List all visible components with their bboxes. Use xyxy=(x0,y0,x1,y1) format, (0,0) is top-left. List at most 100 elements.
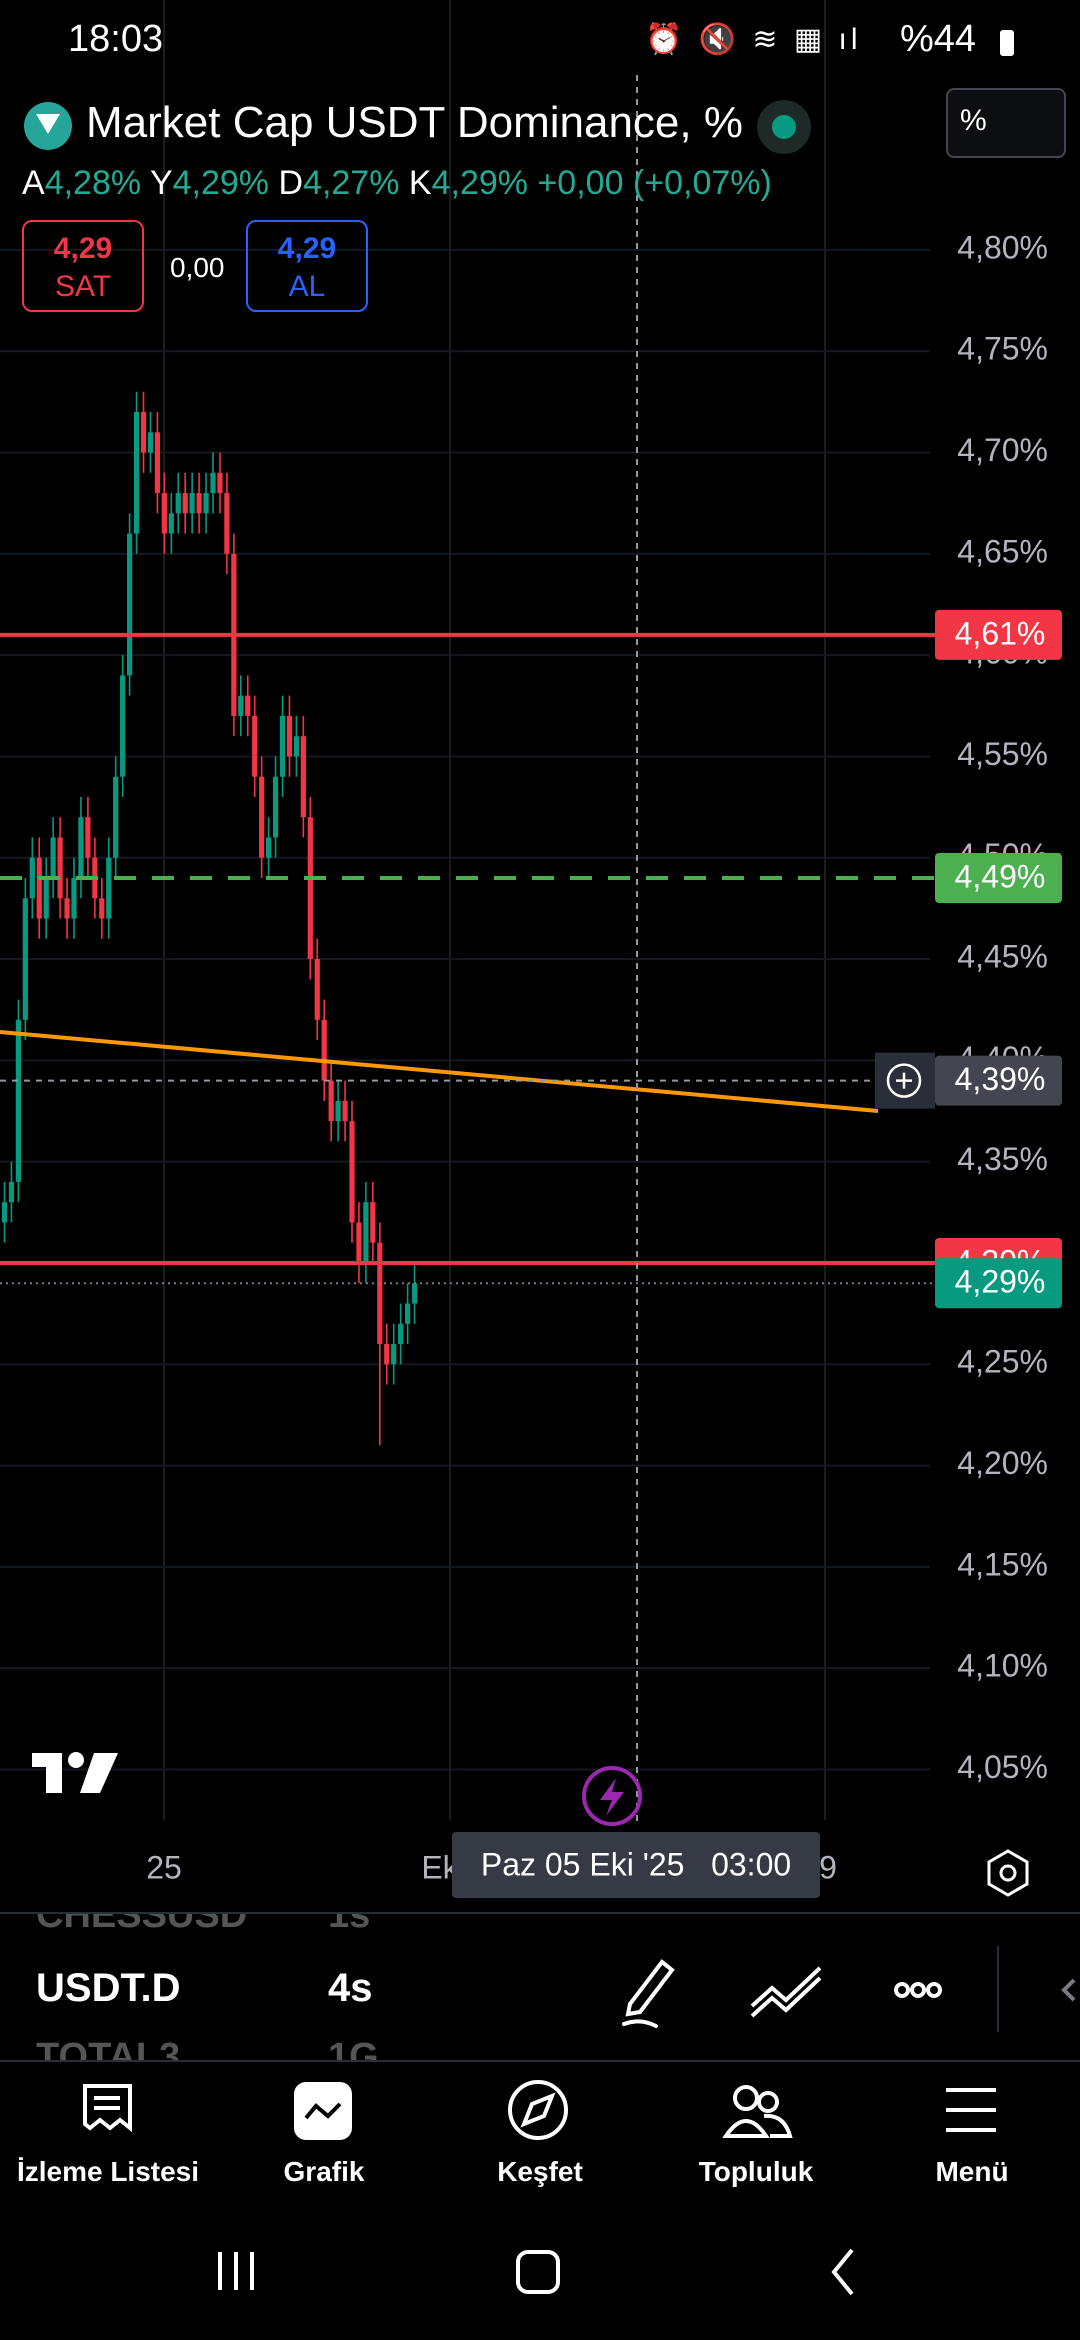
crosshair-plus xyxy=(886,1063,922,1098)
y-tick-label: 4,25% xyxy=(957,1344,1048,1380)
x-tick-label: 9 xyxy=(819,1849,837,1885)
candle-body xyxy=(356,1222,362,1263)
clock: 18:03 xyxy=(68,18,164,60)
replay-button[interactable] xyxy=(582,1766,642,1826)
candle-body xyxy=(391,1344,397,1365)
ohlc-key: A xyxy=(22,164,45,202)
candle-body xyxy=(321,1019,327,1081)
price-badge xyxy=(935,609,1062,660)
watch-symbol[interactable]: USDT.D xyxy=(36,1966,181,2010)
market-status xyxy=(757,100,811,154)
candle-body xyxy=(377,1242,383,1345)
nav-watchlist[interactable]: İzleme Listesi xyxy=(16,2156,200,2187)
spread: 0,00 xyxy=(170,252,225,283)
y-tick-label: 4,45% xyxy=(957,939,1048,975)
vertical-grid xyxy=(163,0,826,1820)
candle-body xyxy=(314,959,320,1020)
watch-symbol[interactable]: CHESSUSD xyxy=(36,1912,248,1936)
date-tooltip-bg xyxy=(452,1832,820,1898)
nav-menu[interactable]: Menü xyxy=(935,2156,1009,2187)
date-tooltip: Paz 05 Eki '25 03:00 xyxy=(481,1846,791,1882)
buy-label: AL xyxy=(288,270,326,303)
draw-tool[interactable] xyxy=(622,1959,675,2028)
candle-body xyxy=(140,412,147,453)
battery-icon xyxy=(1000,30,1014,56)
nav-explore[interactable]: Keşfet xyxy=(497,2156,583,2187)
candle-body xyxy=(224,493,230,554)
scale-button[interactable]: % xyxy=(946,88,1066,158)
candle-body xyxy=(272,776,279,838)
ohlc-row: A4,28% Y4,29% D4,27% K4,29% +0,00 (+0,07… xyxy=(22,164,772,203)
candle-body xyxy=(266,837,272,858)
buy-button[interactable]: 4,29 AL xyxy=(246,220,368,312)
candle-body xyxy=(398,1323,404,1345)
line-tool[interactable] xyxy=(750,1966,822,2018)
nav-chart[interactable]: Grafik xyxy=(283,2156,365,2187)
candle-body xyxy=(238,695,244,716)
candle-body xyxy=(252,715,258,777)
candle-body xyxy=(335,1100,341,1122)
chart-title[interactable]: Market Cap USDT Dominance, % xyxy=(86,98,743,147)
candle-body xyxy=(279,715,286,777)
candle-body xyxy=(293,736,299,757)
candle-body xyxy=(127,533,133,676)
ohlc-value: 4,29% xyxy=(172,164,270,202)
candle-body xyxy=(405,1303,411,1324)
back[interactable] xyxy=(831,2248,854,2296)
y-tick-label: 4,10% xyxy=(957,1648,1048,1684)
candle-body xyxy=(120,675,126,777)
recents[interactable] xyxy=(218,2252,254,2290)
watch-symbol[interactable]: TOTAL3 xyxy=(36,2036,181,2062)
y-tick-label: 4,65% xyxy=(957,533,1048,569)
watch-interval: 1s xyxy=(328,1912,371,1936)
candle-body xyxy=(8,1181,15,1203)
y-tick-label: 4,15% xyxy=(957,1546,1048,1582)
price-badge-label: 4,49% xyxy=(955,858,1046,894)
watch-interval: 4s xyxy=(328,1966,373,2010)
x-tick-label: 25 xyxy=(146,1849,182,1885)
candle-body xyxy=(22,898,28,1020)
candle-body xyxy=(217,472,223,494)
candle-body xyxy=(106,857,112,919)
candle-body xyxy=(29,857,35,899)
y-tick-label: 4,55% xyxy=(957,736,1048,772)
ohlc-key: Y xyxy=(149,164,173,202)
more-tool[interactable] xyxy=(894,1982,942,1998)
nav-icons xyxy=(83,2080,996,2140)
ohlc-value: 4,29% xyxy=(431,164,528,202)
buy-price: 4,29 xyxy=(277,232,337,265)
candle-body xyxy=(349,1121,355,1223)
symbol-icon xyxy=(24,102,72,150)
grid xyxy=(0,248,930,1771)
candle-body xyxy=(161,493,167,534)
home[interactable] xyxy=(516,2250,560,2294)
system-nav xyxy=(218,2248,854,2296)
candle-body xyxy=(182,493,188,514)
candle-body xyxy=(57,837,63,899)
chart-bg xyxy=(0,0,1080,1910)
candle-body xyxy=(175,493,181,514)
collapse[interactable] xyxy=(1061,1978,1076,2002)
candle-body xyxy=(154,432,160,494)
candle-body xyxy=(384,1344,390,1365)
overlays: 4,39%4,61%4,49%4,30%4,29% xyxy=(0,609,1062,1309)
watch-interval: 1G xyxy=(328,2036,379,2062)
battery: %44 xyxy=(900,18,977,60)
price-badge-label: 4,29% xyxy=(955,1264,1046,1300)
bottom-nav: İzleme Listesi Grafik Keşfet Topluluk Me… xyxy=(0,2060,1080,2222)
candle-body xyxy=(286,715,293,757)
trend-line xyxy=(0,1029,879,1113)
crosshair-plus-sign xyxy=(896,1072,912,1089)
candle-body xyxy=(64,898,70,919)
sell-button[interactable]: 4,29 SAT xyxy=(22,220,144,312)
nav-community[interactable]: Topluluk xyxy=(698,2156,814,2187)
candle-body xyxy=(71,878,77,919)
candle-body xyxy=(210,472,216,494)
candle-body xyxy=(85,817,91,858)
settings-icon[interactable] xyxy=(987,1849,1029,1897)
y-tick-label: 4,80% xyxy=(957,229,1048,265)
ohlc-key: K xyxy=(408,164,432,202)
candle-body xyxy=(370,1202,376,1243)
candle-body xyxy=(307,817,313,960)
chart: 4,05%4,10%4,15%4,20%4,25%4,30%4,35%4,40%… xyxy=(0,0,1080,1910)
